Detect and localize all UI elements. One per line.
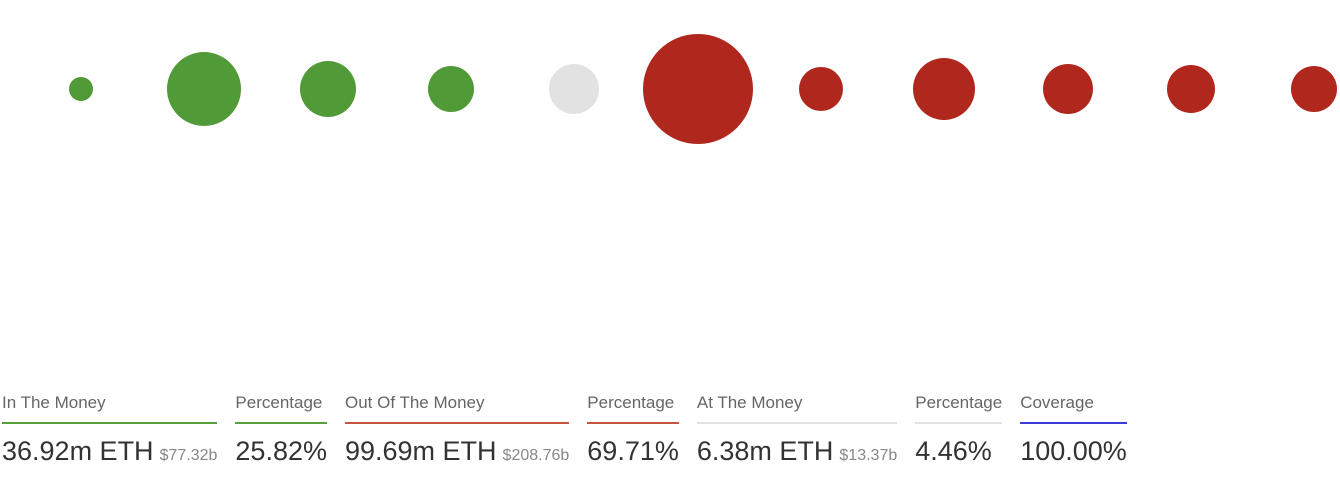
bubble	[1291, 66, 1337, 112]
stat-label: In The Money	[2, 393, 218, 424]
stat-value-row: 4.46%	[915, 436, 1002, 467]
stat-value-row: 100.00%	[1020, 436, 1127, 467]
stat-value: 100.00%	[1020, 436, 1127, 466]
bubble	[1043, 64, 1093, 114]
bubble	[69, 77, 93, 101]
bubble	[428, 66, 474, 112]
stat-label: Coverage	[1020, 393, 1127, 424]
stat-usd: $208.76b	[502, 447, 570, 464]
stat-label: Out Of The Money	[344, 393, 570, 424]
stats-row: In The Money 36.92m ETH $77.32b Percentage 2…	[2, 393, 1127, 467]
stat-label: Percentage	[235, 393, 327, 424]
bubble	[300, 61, 356, 117]
bubble-row	[69, 34, 1337, 144]
bubble	[167, 52, 241, 126]
bubble	[913, 58, 975, 120]
stat-usd: $13.37b	[839, 447, 898, 464]
stat: At The Money 6.38m ETH $13.37b	[696, 393, 898, 467]
stat-value: 99.69m ETH	[344, 436, 497, 466]
stat-value: 4.46%	[915, 436, 992, 466]
stat: Percentage 69.71%	[587, 393, 679, 467]
stat-label: At The Money	[696, 393, 898, 424]
stat: Coverage 100.00%	[1020, 393, 1127, 467]
stat-value-row: 69.71%	[587, 436, 679, 467]
stat-value-row: 6.38m ETH $13.37b	[697, 436, 897, 467]
bubble	[549, 64, 599, 114]
stat-value: 36.92m ETH	[2, 436, 154, 466]
stat: In The Money 36.92m ETH $77.32b	[2, 393, 218, 467]
bubble	[643, 34, 753, 144]
stat-label: Percentage	[915, 393, 1003, 424]
stat: Percentage 25.82%	[235, 393, 327, 467]
stat-value: 25.82%	[235, 436, 327, 466]
bubble	[1167, 65, 1215, 113]
stat-value: 69.71%	[587, 436, 679, 466]
stat-value-row: 25.82%	[235, 436, 327, 467]
stat: Percentage 4.46%	[915, 393, 1003, 467]
stat-value-row: 99.69m ETH $208.76b	[345, 436, 569, 467]
stat-label: Percentage	[587, 393, 679, 424]
bubble	[799, 67, 843, 111]
stat-value-row: 36.92m ETH $77.32b	[2, 436, 217, 467]
stat-value: 6.38m ETH	[696, 436, 834, 466]
stat-usd: $77.32b	[159, 447, 218, 464]
stat: Out Of The Money 99.69m ETH $208.76b	[344, 393, 570, 467]
